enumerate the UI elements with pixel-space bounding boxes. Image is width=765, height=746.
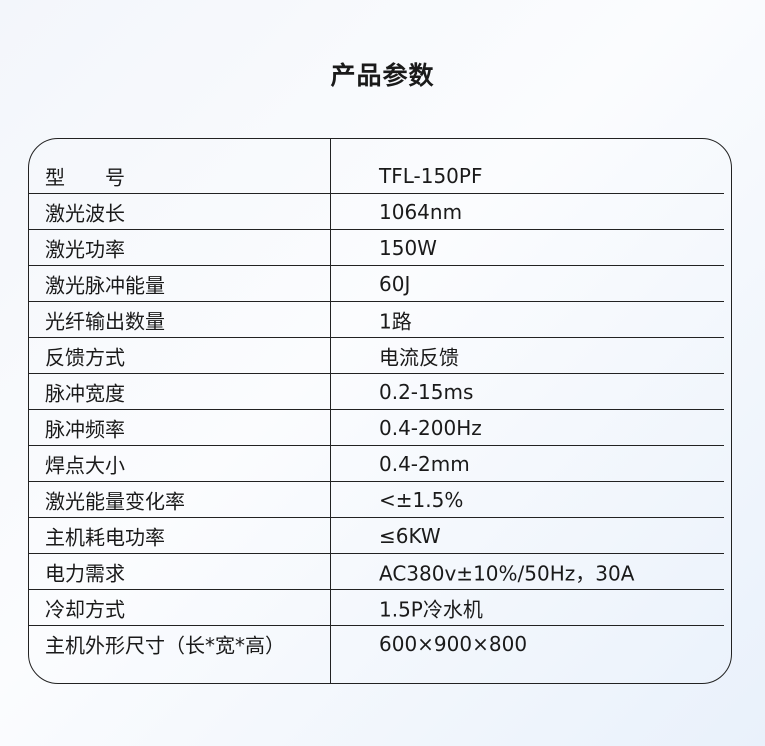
table-row: 激光脉冲能量 60J [29,266,724,302]
table-row: 脉冲频率 0.4-200Hz [29,410,724,446]
page-title: 产品参数 [330,61,435,90]
spec-label: 光纤输出数量 [45,309,165,333]
spec-value: TFL-150PF [379,164,483,188]
table-row: 型 号 TFL-150PF [29,139,724,194]
table-row: 脉冲宽度 0.2-15ms [29,374,724,410]
table-row: 反馈方式 电流反馈 [29,338,724,374]
spec-value: AC380v±10%/50Hz，30A [379,561,635,585]
table-row: 主机外形尺寸（长*宽*高） 600×900×800 [29,626,724,686]
spec-label: 激光脉冲能量 [45,273,165,297]
table-row: 主机耗电功率 ≤6KW [29,518,724,554]
spec-label: 激光能量变化率 [45,489,185,513]
spec-value: 0.4-200Hz [379,415,482,440]
spec-value: 600×900×800 [379,632,528,656]
spec-label: 反馈方式 [45,345,125,369]
spec-label: 主机耗电功率 [45,525,165,549]
table-row: 焊点大小 0.4-2mm [29,446,724,482]
spec-value: 1064nm [379,199,463,224]
spec-label: 电力需求 [45,561,125,585]
spec-value: ≤6KW [379,523,441,548]
spec-label: 型 号 [45,165,125,190]
spec-label: 激光波长 [45,201,125,225]
spec-label: 激光功率 [45,237,125,261]
table-row: 激光功率 150W [29,230,724,266]
spec-label: 脉冲宽度 [45,381,125,405]
table-row: 光纤输出数量 1路 [29,302,724,338]
spec-value: 1路 [379,309,412,333]
spec-value: 1.5P冷水机 [379,597,483,621]
table-row: 激光能量变化率 <±1.5% [29,482,724,518]
spec-label: 焊点大小 [45,453,125,477]
spec-value: 0.2-15ms [379,379,474,404]
spec-value: 电流反馈 [379,345,459,369]
spec-value: 60J [379,271,411,296]
table-row: 激光波长 1064nm [29,194,724,230]
spec-value: 0.4-2mm [379,451,470,476]
spec-label: 主机外形尺寸（长*宽*高） [45,633,285,658]
spec-label: 脉冲频率 [45,417,125,441]
spec-value: 150W [379,235,437,260]
table-row: 冷却方式 1.5P冷水机 [29,590,724,626]
spec-table: 型 号 TFL-150PF 激光波长 1064nm 激光功率 150W 激光脉冲能量 60J 光… [28,138,732,684]
table-row: 电力需求 AC380v±10%/50Hz，30A [29,554,724,590]
spec-value: <±1.5% [379,487,464,512]
column-divider [330,139,331,683]
spec-label: 冷却方式 [45,597,125,621]
